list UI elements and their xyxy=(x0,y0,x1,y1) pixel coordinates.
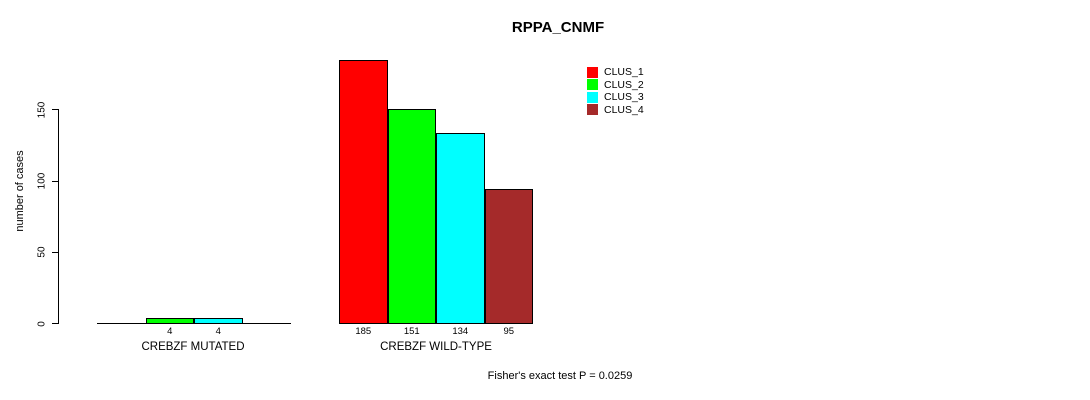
bar xyxy=(387,108,436,324)
y-axis-line xyxy=(58,109,59,324)
fisher-test-annotation: Fisher's exact test P = 0.0259 xyxy=(487,370,633,382)
legend: CLUS_1 CLUS_2 CLUS_3 CLUS_4 xyxy=(587,66,644,116)
y-axis-tick xyxy=(52,180,58,182)
legend-color-swatch xyxy=(587,66,598,78)
bar xyxy=(436,133,485,324)
legend-label: CLUS_1 xyxy=(604,66,644,78)
bar xyxy=(145,318,194,324)
bar-value-label: 134 xyxy=(452,326,469,337)
bar-value-label: 185 xyxy=(355,326,372,337)
y-axis-label: number of cases xyxy=(14,150,26,232)
bar-value-label: 95 xyxy=(503,326,515,337)
y-axis-tick xyxy=(52,251,58,253)
legend-item: CLUS_3 xyxy=(587,91,644,103)
bar xyxy=(484,188,533,324)
bar-value-label: 4 xyxy=(215,326,221,337)
group-label-crebzf-wild-type: CREBZF WILD-TYPE xyxy=(380,341,492,353)
bar xyxy=(194,318,243,324)
bar xyxy=(339,60,388,324)
legend-color-swatch xyxy=(587,79,598,90)
legend-item: CLUS_1 xyxy=(587,66,644,78)
y-axis-tick-label: 0 xyxy=(36,320,48,327)
legend-color-swatch xyxy=(587,91,598,103)
y-axis-tick-label: 150 xyxy=(36,101,48,119)
y-axis-tick-label: 100 xyxy=(36,172,48,190)
bar-value-label: 151 xyxy=(403,326,420,337)
legend-item: CLUS_2 xyxy=(587,79,644,91)
legend-label: CLUS_2 xyxy=(604,78,644,91)
bar-value-label: 4 xyxy=(167,326,173,337)
legend-label: CLUS_4 xyxy=(604,103,644,116)
y-axis-tick xyxy=(52,323,58,324)
group-label-crebzf-mutated: CREBZF MUTATED xyxy=(141,341,245,353)
legend-label: CLUS_3 xyxy=(604,91,644,103)
y-axis-tick xyxy=(52,109,58,111)
y-axis-tick-label: 50 xyxy=(36,246,48,258)
legend-item: CLUS_4 xyxy=(587,104,644,116)
legend-color-swatch xyxy=(587,104,598,115)
chart-title: RPPA_CNMF xyxy=(511,19,605,36)
